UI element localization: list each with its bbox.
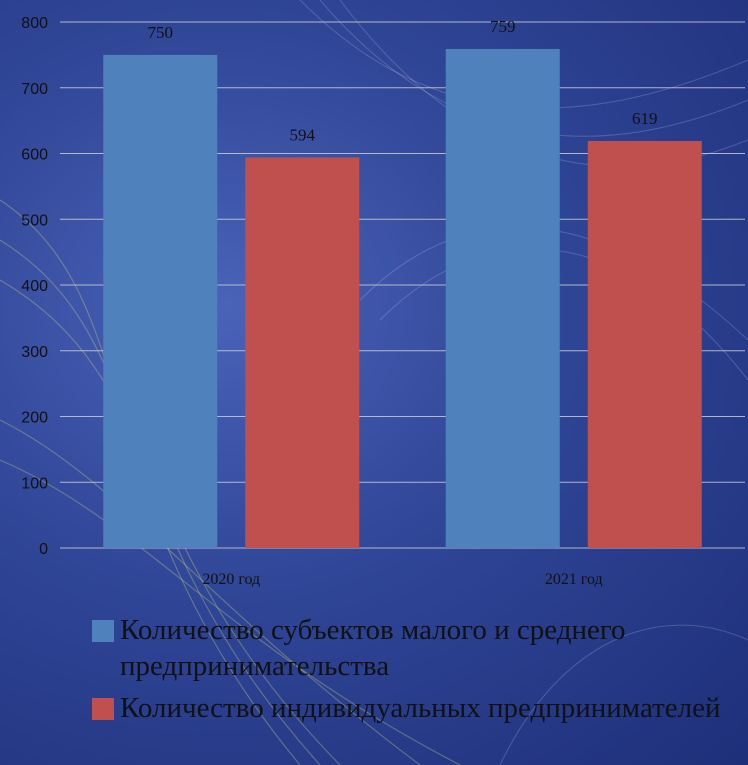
- legend-swatch-ip: [92, 698, 114, 720]
- y-tick-label: 700: [21, 81, 48, 98]
- y-tick-label: 300: [21, 344, 48, 361]
- bar-smb-1: [445, 48, 560, 549]
- legend-item-smb: Количество субъектов малого и среднего п…: [92, 612, 732, 684]
- y-tick-label: 400: [21, 278, 48, 295]
- data-label: 594: [290, 125, 316, 144]
- x-tick-label: 2020 год: [202, 571, 260, 588]
- bar-smb-0: [103, 54, 218, 548]
- data-label: 750: [148, 23, 174, 42]
- y-tick-label: 0: [39, 541, 48, 558]
- chart-legend: Количество субъектов малого и среднего п…: [92, 612, 732, 732]
- data-label: 619: [632, 109, 658, 128]
- data-label: 759: [490, 17, 516, 36]
- y-tick-label: 500: [21, 212, 48, 229]
- y-tick-label: 100: [21, 475, 48, 492]
- legend-item-ip: Количество индивидуальных предпринимател…: [92, 690, 732, 726]
- bar-ip-1: [587, 141, 702, 548]
- bar-chart: 0 100 200 300 400 500 600 700 800 750 594 2020 год 7…: [21, 15, 745, 588]
- y-tick-label: 200: [21, 410, 48, 427]
- bar-ip-0: [245, 157, 360, 548]
- legend-label-smb: Количество субъектов малого и среднего п…: [120, 614, 626, 682]
- legend-label-ip: Количество индивидуальных предпринимател…: [120, 692, 721, 724]
- y-tick-label: 600: [21, 147, 48, 164]
- x-tick-label: 2021 год: [545, 571, 603, 588]
- legend-swatch-smb: [92, 620, 114, 642]
- y-tick-label: 800: [21, 15, 48, 32]
